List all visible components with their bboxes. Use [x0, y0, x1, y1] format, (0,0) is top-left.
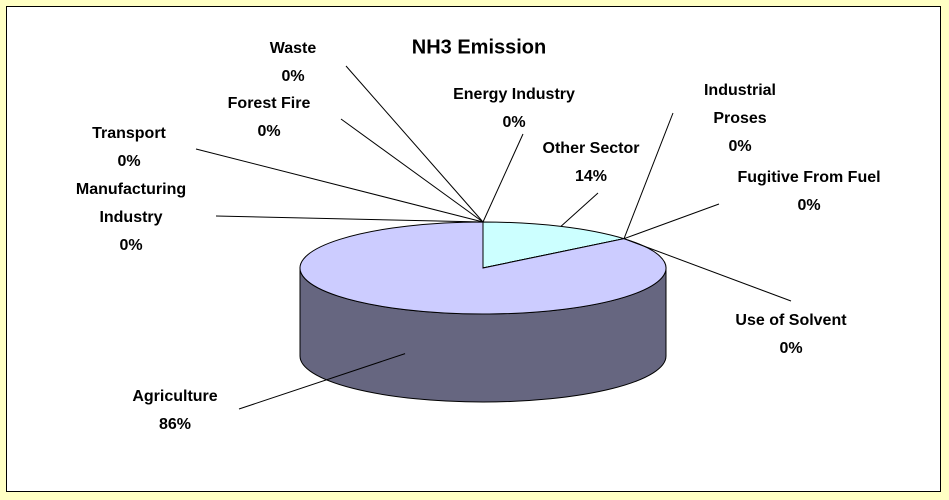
- data-label: Waste 0%: [243, 35, 343, 91]
- data-label: Other Sector 14%: [511, 135, 671, 191]
- category-label: Other Sector: [542, 140, 640, 157]
- chart-title: NH3 Emission: [412, 36, 546, 58]
- pie-slice: [482, 221, 625, 269]
- leader-line: [195, 148, 484, 223]
- value-label: 0%: [797, 197, 821, 214]
- category-label: Industrial Proses: [703, 82, 776, 127]
- value-label: 0%: [281, 68, 305, 85]
- value-label: 0%: [117, 153, 141, 170]
- leader-line: [623, 203, 720, 240]
- leader-line: [238, 353, 406, 410]
- data-label: Manufacturing Industry 0%: [56, 176, 206, 260]
- value-label: 0%: [779, 340, 803, 357]
- category-label: Agriculture: [132, 388, 218, 405]
- leader-line: [482, 133, 524, 223]
- data-label: Forest Fire 0%: [194, 90, 344, 146]
- data-label: Transport 0%: [54, 120, 204, 176]
- data-label: Industrial Proses 0%: [685, 77, 795, 161]
- category-label: Energy Industry: [453, 86, 575, 103]
- leader-line: [345, 65, 484, 223]
- leader-line: [340, 118, 484, 223]
- category-label: Use of Solvent: [735, 312, 847, 329]
- leader-line: [215, 215, 484, 223]
- value-label: 86%: [158, 416, 192, 433]
- leader-line: [623, 238, 792, 302]
- data-label: Agriculture 86%: [100, 383, 250, 439]
- value-label: 0%: [502, 114, 526, 131]
- category-label: Forest Fire: [227, 95, 311, 112]
- leader-line: [560, 192, 599, 227]
- category-label: Waste: [269, 40, 317, 57]
- chart-area: NH3 Emission Energy Industry 0% Other Sect…: [6, 6, 941, 492]
- pie-top: [299, 221, 667, 315]
- chart: NH3 Emission: [195, 36, 792, 410]
- category-label: Fugitive From Fuel: [737, 169, 881, 186]
- category-label: Transport: [92, 125, 166, 142]
- value-label: 0%: [257, 123, 281, 140]
- category-label: Manufacturing Industry: [75, 181, 187, 226]
- value-label: 0%: [119, 237, 143, 254]
- data-label: Use of Solvent 0%: [701, 307, 881, 363]
- data-label: Fugitive From Fuel 0%: [724, 164, 894, 220]
- data-label: Energy Industry 0%: [424, 81, 604, 137]
- leader-line: [623, 112, 674, 239]
- value-label: 0%: [728, 138, 752, 155]
- value-label: 14%: [574, 168, 608, 185]
